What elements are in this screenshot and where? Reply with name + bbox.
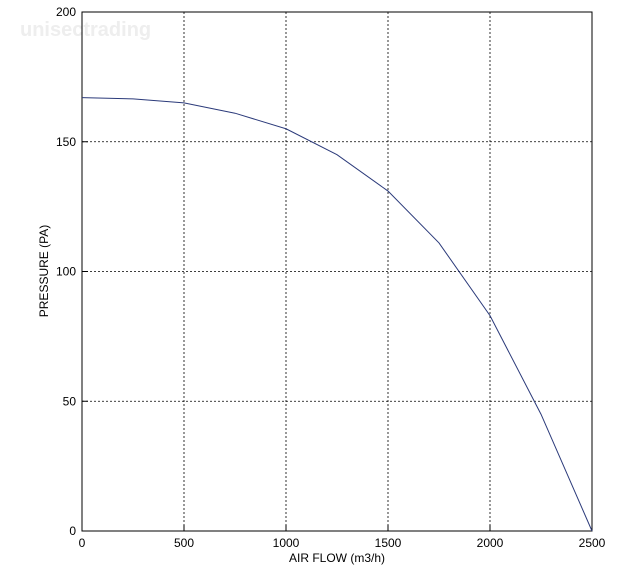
y-tick-label: 0 — [69, 524, 76, 538]
y-axis-label: PRESSURE (PA) — [37, 225, 51, 317]
y-tick-label: 200 — [56, 5, 76, 19]
x-tick-label: 2000 — [477, 536, 504, 550]
x-tick-label: 1000 — [273, 536, 300, 550]
y-tick-label: 50 — [63, 394, 77, 408]
y-tick-label: 150 — [56, 135, 76, 149]
x-tick-label: 2500 — [579, 536, 606, 550]
x-axis-label: AIR FLOW (m3/h) — [289, 551, 385, 565]
data-line — [81, 97, 593, 532]
watermark: unisectrading — [20, 19, 151, 41]
y-tick-label: 100 — [56, 265, 76, 279]
x-tick-label: 500 — [174, 536, 194, 550]
x-tick-label: 1500 — [375, 536, 402, 550]
x-tick-label: 0 — [79, 536, 86, 550]
